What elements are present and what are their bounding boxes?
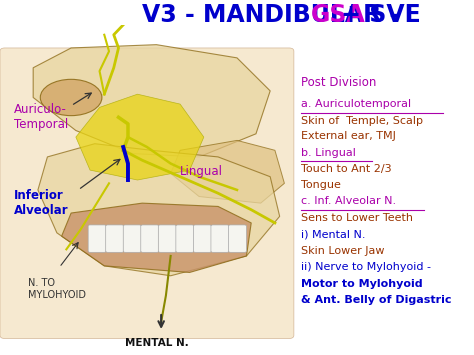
Text: Skin of  Temple, Scalp: Skin of Temple, Scalp bbox=[301, 116, 423, 126]
Text: Touch to Ant 2/3: Touch to Ant 2/3 bbox=[301, 164, 392, 174]
Text: + SVE: + SVE bbox=[333, 3, 421, 27]
Polygon shape bbox=[38, 144, 280, 276]
Polygon shape bbox=[33, 45, 270, 157]
Polygon shape bbox=[171, 140, 284, 203]
Text: Sens to Lower Teeth: Sens to Lower Teeth bbox=[301, 213, 413, 223]
Text: Post Division: Post Division bbox=[301, 76, 376, 89]
Ellipse shape bbox=[40, 79, 102, 116]
FancyBboxPatch shape bbox=[123, 225, 141, 252]
FancyBboxPatch shape bbox=[88, 225, 106, 252]
Text: External ear, TMJ: External ear, TMJ bbox=[301, 131, 396, 141]
Text: MENTAL N.: MENTAL N. bbox=[125, 338, 188, 348]
FancyBboxPatch shape bbox=[211, 225, 229, 252]
FancyBboxPatch shape bbox=[106, 225, 124, 252]
FancyBboxPatch shape bbox=[228, 225, 246, 252]
Text: b. Lingual: b. Lingual bbox=[301, 148, 356, 158]
Text: a. Auriculotemporal: a. Auriculotemporal bbox=[301, 99, 411, 109]
FancyBboxPatch shape bbox=[176, 225, 194, 252]
FancyBboxPatch shape bbox=[158, 225, 176, 252]
Text: GSA: GSA bbox=[310, 3, 365, 27]
Text: N. TO
MYLOHYOID: N. TO MYLOHYOID bbox=[28, 278, 86, 300]
Text: Tongue: Tongue bbox=[301, 180, 341, 190]
Text: Lingual: Lingual bbox=[180, 165, 223, 178]
Text: Motor to Mylohyoid: Motor to Mylohyoid bbox=[301, 279, 423, 289]
Text: i) Mental N.: i) Mental N. bbox=[301, 229, 365, 239]
Text: Skin Lower Jaw: Skin Lower Jaw bbox=[301, 246, 384, 256]
FancyBboxPatch shape bbox=[193, 225, 211, 252]
Text: & Ant. Belly of Digastric: & Ant. Belly of Digastric bbox=[301, 295, 452, 305]
Polygon shape bbox=[76, 94, 204, 180]
Text: ii) Nerve to Mylohyoid -: ii) Nerve to Mylohyoid - bbox=[301, 262, 431, 272]
FancyBboxPatch shape bbox=[141, 225, 159, 252]
Text: c. Inf. Alveolar N.: c. Inf. Alveolar N. bbox=[301, 196, 396, 207]
Text: Inferior
Alveolar: Inferior Alveolar bbox=[14, 189, 69, 217]
Text: V3 - MANDIBULAR -: V3 - MANDIBULAR - bbox=[142, 3, 408, 27]
FancyBboxPatch shape bbox=[0, 48, 294, 339]
Text: Auriculo-
Temporal: Auriculo- Temporal bbox=[14, 103, 68, 131]
Polygon shape bbox=[62, 203, 251, 273]
